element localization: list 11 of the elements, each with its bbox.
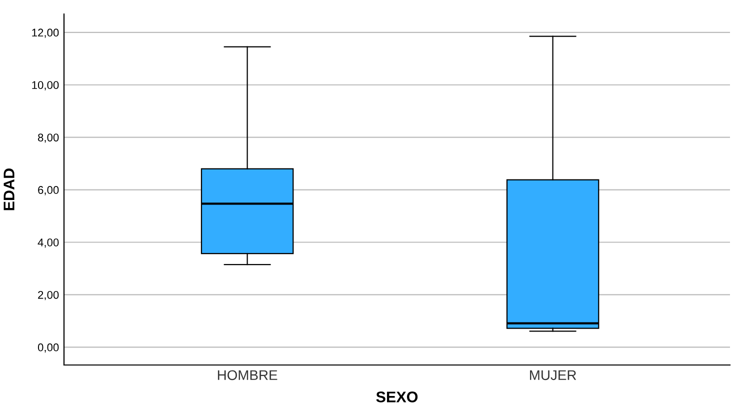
x-tick-label: HOMBRE <box>218 370 278 380</box>
y-tick-label: 8,00 <box>38 134 59 143</box>
y-tick-label: 6,00 <box>38 186 59 196</box>
x-axis-title: SEXO <box>376 392 418 402</box>
y-axis-title: EDAD <box>4 168 14 210</box>
y-tick-label: 4,00 <box>38 238 59 248</box>
x-tick-label: MUJER <box>530 370 576 380</box>
y-tick-label: 12,00 <box>32 28 59 38</box>
y-tick-label: 2,00 <box>38 290 59 300</box>
y-tick-label: 0,00 <box>38 343 59 353</box>
y-tick-label: 10,00 <box>32 81 59 90</box>
